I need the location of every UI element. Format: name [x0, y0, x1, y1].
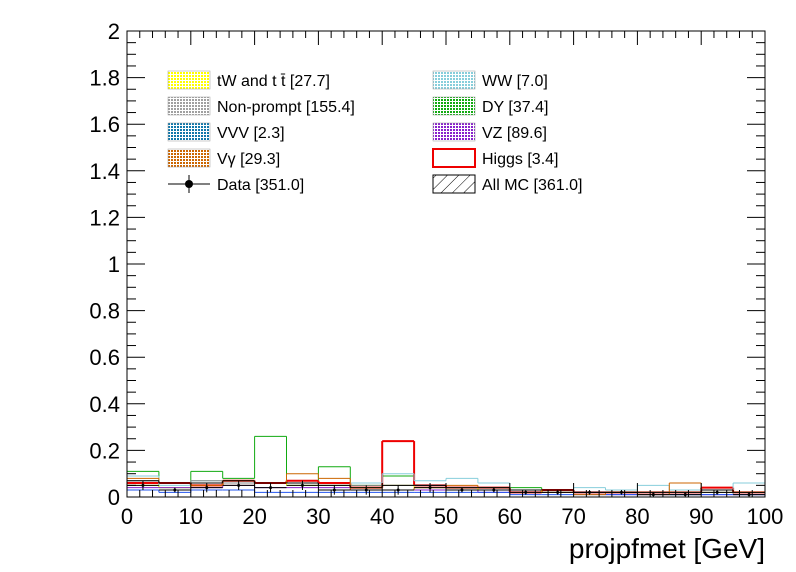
y-tick-label: 0.4 — [89, 392, 120, 417]
legend-item: VVV [2.3] — [167, 122, 285, 142]
x-tick-label: 10 — [179, 504, 203, 529]
legend-item: Data [351.0] — [168, 175, 304, 194]
legend-label: VZ [89.6] — [482, 125, 547, 142]
legend-label: DY [37.4] — [482, 99, 548, 116]
x-tick-label: 60 — [498, 504, 522, 529]
legend-swatch — [167, 96, 211, 116]
y-tick-label: 1.6 — [89, 112, 120, 137]
data-point — [619, 490, 623, 494]
legend-item: Non-prompt [155.4] — [167, 96, 355, 116]
y-tick-label: 0.2 — [89, 438, 120, 463]
legend: tW and t t̄ [27.7] WW [7.0] Non-prompt [15… — [167, 70, 582, 194]
legend-swatch — [432, 70, 476, 90]
legend-swatch — [432, 122, 476, 142]
legend-label: WW [7.0] — [482, 73, 548, 90]
legend-label: Vγ [29.3] — [217, 151, 280, 168]
y-tick-label: 0.8 — [89, 299, 120, 324]
x-axis-tick-labels: 0 10 20 30 40 50 60 70 80 90 100 — [121, 504, 783, 529]
x-axis-ticks — [126, 31, 766, 497]
data-point — [428, 486, 432, 490]
y-tick-label: 1 — [108, 252, 120, 277]
y-tick-label: 1.2 — [89, 205, 120, 230]
y-axis-tick-labels: 0 0.2 0.4 0.6 0.8 1 1.2 1.4 1.6 1.8 2 — [89, 19, 120, 510]
data-point — [141, 483, 145, 487]
y-tick-label: 0.6 — [89, 345, 120, 370]
data-point — [492, 488, 496, 492]
y-axis-ticks — [127, 30, 765, 498]
data-point — [556, 490, 560, 494]
x-tick-label: 0 — [121, 504, 133, 529]
legend-swatch — [432, 174, 476, 194]
legend-item: Higgs [3.4] — [432, 148, 558, 168]
data-point — [332, 488, 336, 492]
data-point — [460, 488, 464, 492]
legend-label: VVV [2.3] — [217, 125, 285, 142]
series-data — [127, 480, 765, 497]
y-tick-label: 1.4 — [89, 159, 120, 184]
data-point — [683, 493, 687, 497]
data-point — [715, 490, 719, 494]
data-point — [651, 493, 655, 497]
legend-item: tW and t t̄ [27.7] — [167, 70, 330, 90]
legend-swatch — [167, 148, 211, 168]
legend-swatch — [432, 96, 476, 116]
legend-item: DY [37.4] — [432, 96, 548, 116]
histogram-series — [127, 435, 765, 497]
y-tick-label: 0 — [108, 485, 120, 510]
x-tick-label: 70 — [561, 504, 585, 529]
legend-swatch — [432, 148, 476, 168]
y-tick-label: 1.8 — [89, 66, 120, 91]
x-tick-label: 80 — [625, 504, 649, 529]
x-tick-label: 40 — [370, 504, 394, 529]
legend-swatch — [167, 122, 211, 142]
x-axis-label: projpfmet [GeV] — [569, 533, 765, 564]
x-tick-label: 50 — [434, 504, 458, 529]
x-tick-label: 90 — [689, 504, 713, 529]
legend-item: Vγ [29.3] — [167, 148, 280, 168]
legend-label: tW and t t̄ [27.7] — [217, 73, 330, 90]
legend-label: Higgs [3.4] — [482, 151, 558, 168]
data-point — [747, 493, 751, 497]
data-point — [300, 483, 304, 487]
data-point — [269, 486, 273, 490]
legend-label: All MC [361.0] — [482, 177, 582, 194]
data-point — [173, 488, 177, 492]
x-tick-label: 30 — [306, 504, 330, 529]
legend-label: Non-prompt [155.4] — [217, 99, 355, 116]
data-point — [588, 490, 592, 494]
data-point — [396, 488, 400, 492]
data-point — [364, 488, 368, 492]
data-point — [524, 490, 528, 494]
legend-item: All MC [361.0] — [432, 174, 582, 194]
legend-marker — [185, 180, 193, 188]
legend-item: WW [7.0] — [432, 70, 548, 90]
x-tick-label: 100 — [747, 504, 784, 529]
y-tick-label: 2 — [108, 19, 120, 44]
legend-label: Data [351.0] — [217, 177, 304, 194]
legend-swatch — [167, 70, 211, 90]
legend-item: VZ [89.6] — [432, 122, 547, 142]
x-tick-label: 20 — [242, 504, 266, 529]
data-point — [205, 486, 209, 490]
data-point — [237, 483, 241, 487]
